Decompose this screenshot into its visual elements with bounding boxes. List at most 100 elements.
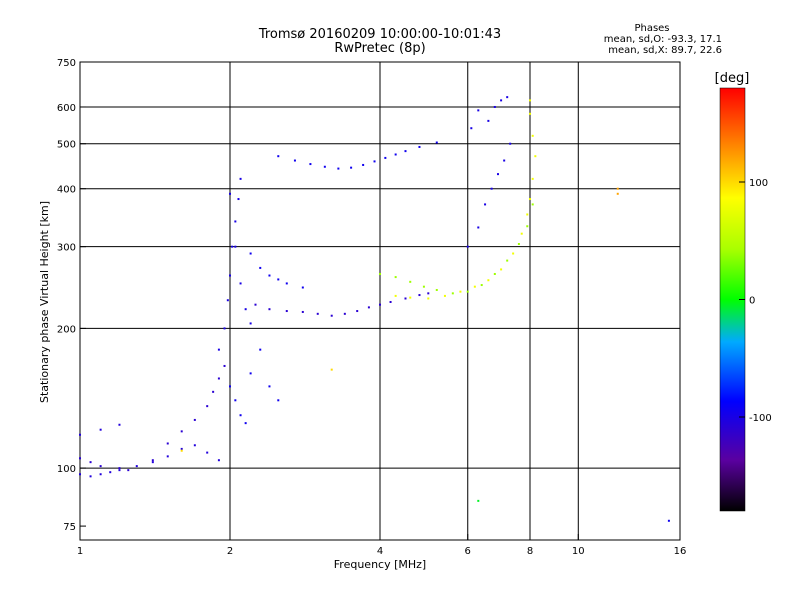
stats-heading: Phases (634, 23, 669, 34)
data-point (151, 459, 154, 462)
data-point (249, 252, 252, 255)
data-point (237, 198, 240, 201)
data-point (529, 198, 531, 201)
data-point (99, 473, 102, 476)
data-point (506, 259, 509, 262)
stats-line-o: mean, sd,O: -93.3, 17.1 (604, 34, 722, 45)
data-point (249, 372, 252, 375)
data-point (223, 364, 226, 367)
chart-title-line1: Tromsø 20160209 10:00:00-10:01:43 (258, 27, 501, 42)
y-tick-label: 600 (57, 103, 76, 114)
data-point (234, 245, 237, 248)
data-point (480, 284, 483, 287)
data-point (379, 303, 381, 306)
data-point (526, 213, 529, 216)
data-point (206, 405, 209, 408)
y-tick-label: 75 (63, 522, 76, 533)
data-point (323, 165, 326, 168)
data-point (667, 519, 670, 522)
stats-line-x: mean, sd,X: 89.7, 22.6 (608, 45, 722, 56)
data-point (193, 444, 196, 447)
data-point (500, 268, 503, 271)
data-point (239, 414, 242, 417)
data-point (285, 282, 288, 285)
data-point (394, 294, 397, 297)
data-point (394, 153, 397, 156)
data-point (356, 310, 359, 313)
data-point (180, 449, 183, 452)
x-tick-label: 8 (527, 546, 533, 557)
data-point (229, 274, 231, 277)
x-tick-label: 16 (674, 546, 687, 557)
data-point (531, 203, 534, 206)
data-point (259, 266, 262, 269)
data-point (506, 96, 509, 99)
data-point (451, 292, 454, 295)
colorbar-tick-label: 100 (749, 178, 768, 189)
data-point (493, 105, 496, 108)
data-point (509, 142, 512, 145)
data-point (79, 457, 81, 460)
data-point (301, 310, 304, 313)
data-point (234, 399, 237, 402)
data-point (135, 465, 138, 468)
data-point (268, 385, 271, 388)
colorbar-label: [deg] (715, 71, 750, 86)
y-tick-label: 400 (57, 185, 76, 196)
data-point (99, 465, 102, 468)
data-point (362, 163, 365, 166)
data-point (616, 187, 619, 190)
data-point (427, 297, 430, 300)
y-axis-ticks: 75 100 200 300 400 500 600 750 (57, 58, 86, 533)
data-point (118, 423, 121, 426)
data-point (277, 278, 280, 281)
colorbar-tick-label: 0 (749, 296, 755, 307)
data-point (529, 112, 531, 115)
data-point (285, 310, 288, 313)
data-point (118, 467, 121, 470)
data-point (529, 99, 531, 102)
data-point (99, 428, 102, 431)
grid-lines (80, 62, 680, 540)
data-point (259, 348, 262, 351)
data-point (531, 177, 534, 180)
data-point (316, 312, 319, 315)
data-point (389, 300, 392, 303)
data-point (79, 473, 81, 476)
data-point (526, 225, 529, 228)
data-point (180, 447, 183, 450)
data-point (477, 109, 480, 112)
x-tick-label: 10 (572, 546, 585, 557)
data-point (109, 471, 112, 474)
y-tick-label: 500 (57, 140, 76, 151)
data-point (500, 99, 503, 102)
x-tick-label: 1 (77, 546, 83, 557)
data-point (409, 280, 412, 283)
x-tick-label: 4 (377, 546, 383, 557)
data-point (534, 155, 537, 158)
data-point (166, 442, 169, 445)
data-point (473, 285, 476, 288)
y-tick-label: 750 (57, 58, 76, 69)
data-point (404, 150, 407, 153)
data-point (223, 327, 226, 330)
data-point (226, 299, 229, 302)
data-point (231, 245, 234, 248)
data-point (239, 282, 242, 285)
data-point (89, 475, 92, 478)
data-point (367, 306, 370, 309)
data-point (493, 272, 496, 275)
y-tick-label: 100 (57, 464, 76, 475)
y-axis-label: Stationary phase Virtual Height [km] (38, 201, 51, 403)
data-point (418, 145, 421, 148)
data-point (404, 297, 407, 300)
data-point (217, 348, 220, 351)
data-point (384, 156, 387, 159)
data-point (89, 461, 92, 464)
data-point (409, 296, 412, 299)
data-point (531, 134, 534, 137)
data-point (217, 459, 220, 462)
data-point (277, 399, 280, 402)
data-point (127, 469, 130, 472)
